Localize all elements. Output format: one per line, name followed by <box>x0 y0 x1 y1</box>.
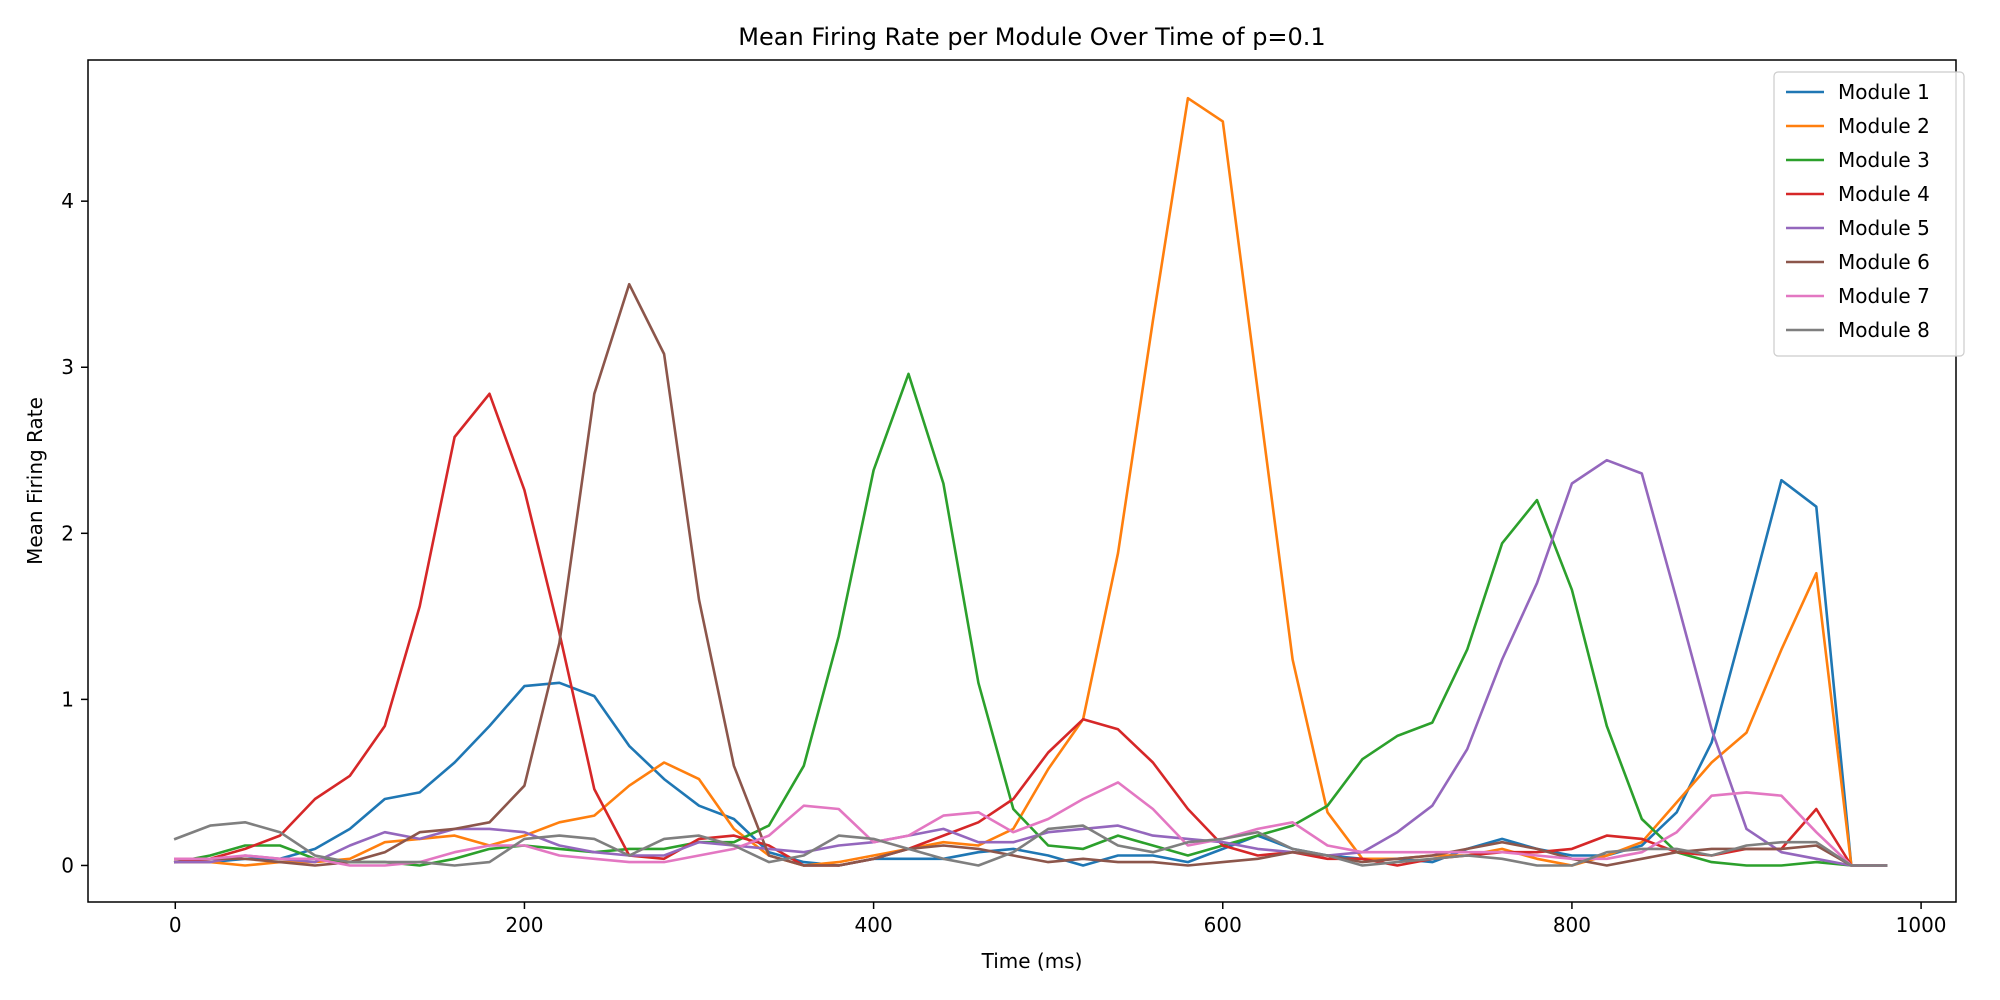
legend-box <box>1773 71 1965 357</box>
x-tick-label: 1000 <box>1896 913 1947 937</box>
x-tick-label: 800 <box>1553 913 1591 937</box>
legend-label-module-3: Module 3 <box>1838 148 1930 172</box>
x-tick-label: 0 <box>169 913 182 937</box>
y-tick-label: 1 <box>61 687 74 711</box>
axes: 0 200 400 600 800 1000 0 1 2 3 4 <box>61 189 1946 937</box>
series-line-module-6 <box>174 282 1888 867</box>
legend-label-module-8: Module 8 <box>1838 318 1930 342</box>
legend-label-module-5: Module 5 <box>1838 216 1930 240</box>
y-tick-label: 0 <box>61 853 74 877</box>
series-line-module-8 <box>173 820 1888 867</box>
plot-lines <box>173 96 1888 867</box>
x-tick-label: 200 <box>505 913 543 937</box>
legend: Module 1 Module 2 Module 3 Module 4 Module 5… <box>1773 71 1965 357</box>
x-axis-label: Time (ms) <box>981 949 1083 973</box>
y-tick-label: 3 <box>61 355 74 379</box>
y-axis-label: Mean Firing Rate <box>23 397 47 565</box>
plot-frame <box>87 59 1957 903</box>
series-line-module-2 <box>174 96 1888 867</box>
legend-label-module-6: Module 6 <box>1838 250 1930 274</box>
chart-title: Mean Firing Rate per Module Over Time of… <box>738 23 1325 51</box>
series-line-module-3 <box>173 372 1888 867</box>
legend-label-module-1: Module 1 <box>1838 80 1930 104</box>
y-tick-label: 4 <box>61 189 74 213</box>
x-tick-label: 400 <box>855 913 893 937</box>
legend-label-module-7: Module 7 <box>1838 284 1930 308</box>
legend-label-module-2: Module 2 <box>1838 114 1930 138</box>
legend-label-module-4: Module 4 <box>1838 182 1930 206</box>
y-tick-label: 2 <box>61 521 74 545</box>
series-line-module-7 <box>174 781 1888 867</box>
x-tick-label: 600 <box>1204 913 1242 937</box>
series-line-module-4 <box>173 392 1888 867</box>
